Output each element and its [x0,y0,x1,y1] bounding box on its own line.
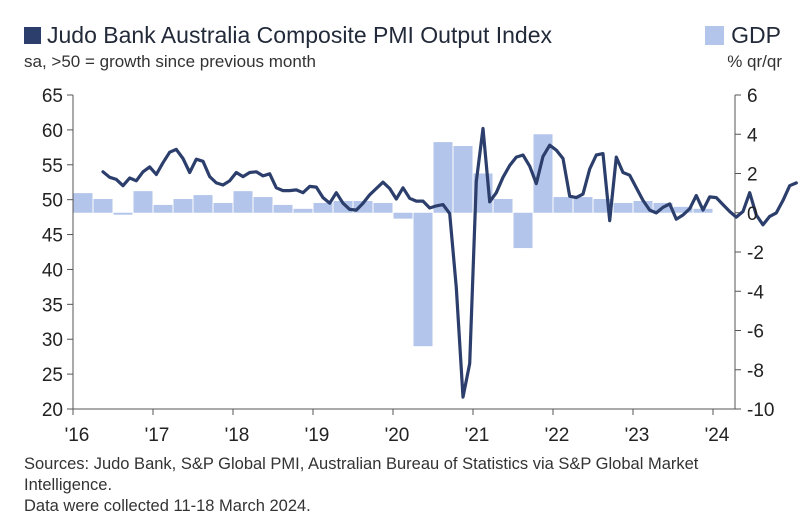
gdp-bar [573,197,593,213]
gdp-bar [133,191,153,213]
chart-title: Judo Bank Australia Composite PMI Output… [47,22,552,48]
gdp-bar [553,197,573,213]
right-tick-label: 0 [747,204,758,225]
gdp-bar [373,202,393,213]
chart-subtitle: sa, >50 = growth since previous month [24,52,316,71]
left-tick-label: 50 [42,191,63,212]
gdp-bar [533,134,553,213]
pmi-line [101,126,798,399]
gdp-bar [73,193,93,213]
gdp-bar [613,202,633,213]
legend-swatch-bar [705,26,725,45]
gdp-bar [453,146,473,213]
x-tick-label: '18 [225,425,250,446]
chart-footer: Sources: Judo Bank, S&P Global PMI, Aust… [24,454,784,517]
footer-sources: Sources: Judo Bank, S&P Global PMI, Aust… [24,455,699,494]
gdp-bar [293,208,313,213]
x-tick-label: '16 [65,425,90,446]
gdp-bar [673,206,693,213]
x-tick-label: '21 [465,425,490,446]
gdp-bar [353,200,373,213]
left-tick-label: 25 [42,365,63,386]
gdp-bar [153,204,173,213]
gdp-bar [393,212,413,219]
gdp-bar [193,195,213,213]
x-tick-label: '17 [145,425,170,446]
gdp-bar [513,212,533,249]
right-tick-label: 6 [747,86,758,107]
gdp-bar [313,202,333,213]
left-tick-label: 60 [42,121,63,142]
right-tick-label: 2 [747,165,758,186]
gdp-bar [273,204,293,213]
left-tick-label: 55 [42,156,63,177]
tick-labels: 656055504540353025206420-2-4-6-8-10'16'1… [42,86,775,446]
footer-collected: Data were collected 11-18 March 2024. [24,497,311,515]
axes [67,94,741,415]
left-tick-label: 65 [42,86,63,107]
legend-pmi: Judo Bank Australia Composite PMI Output… [24,22,552,49]
right-tick-label: -8 [747,361,764,382]
gdp-bar [493,199,513,213]
gdp-bar [413,212,433,347]
x-tick-label: '23 [625,425,650,446]
right-tick-label: -6 [747,322,764,343]
gdp-bar [333,200,353,213]
x-tick-label: '22 [545,425,570,446]
gdp-bar [93,199,113,213]
legend-swatch-line [24,27,41,44]
left-tick-label: 35 [42,295,63,316]
gdp-bar [433,142,453,213]
gdp-bar [233,191,253,213]
x-tick-label: '19 [305,425,330,446]
gdp-bar [173,199,193,213]
right-tick-label: -4 [747,282,764,303]
gdp-bar [253,197,273,213]
left-tick-label: 45 [42,226,63,247]
x-tick-label: '24 [705,425,730,446]
x-tick-label: '20 [385,425,410,446]
gdp-bar [213,202,233,213]
gdp-bar [113,212,133,215]
left-tick-label: 40 [42,260,63,281]
right-tick-label: -10 [747,400,774,421]
gdp-bars [73,134,713,347]
left-tick-label: 20 [42,400,63,421]
right-tick-label: -2 [747,243,764,264]
gdp-bar [633,200,653,213]
legend-gdp: GDP [705,22,781,49]
right-axis-units: % qr/qr [727,52,782,71]
legend-gdp-label: GDP [731,22,781,48]
right-tick-label: 4 [747,125,758,146]
left-tick-label: 30 [42,330,63,351]
